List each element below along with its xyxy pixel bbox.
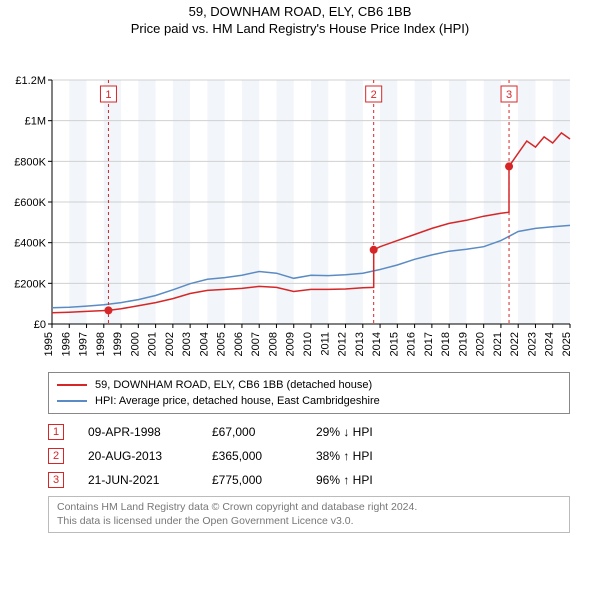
chart-title: 59, DOWNHAM ROAD, ELY, CB6 1BB	[0, 4, 600, 19]
svg-text:2000: 2000	[129, 332, 141, 356]
table-row: 3 21-JUN-2021 £775,000 96% ↑ HPI	[48, 468, 570, 492]
svg-text:2016: 2016	[406, 332, 418, 356]
svg-text:2012: 2012	[337, 332, 349, 356]
svg-text:1998: 1998	[95, 332, 107, 356]
transaction-price: £775,000	[212, 473, 292, 487]
transaction-marker-2: 2	[48, 448, 64, 464]
transaction-price: £365,000	[212, 449, 292, 463]
legend-label-price: 59, DOWNHAM ROAD, ELY, CB6 1BB (detached…	[95, 377, 372, 393]
svg-text:£0: £0	[34, 319, 46, 331]
svg-text:2006: 2006	[233, 332, 245, 356]
chart-svg: £0 £200K £400K £600K £800K £1M £1.2M 1995 1996 19…	[0, 36, 600, 366]
legend-swatch-hpi	[57, 400, 87, 402]
svg-text:2007: 2007	[250, 332, 262, 356]
transaction-marker-1: 1	[48, 424, 64, 440]
svg-text:2003: 2003	[181, 332, 193, 356]
footer-line-1: Contains HM Land Registry data © Crown c…	[57, 501, 561, 515]
svg-text:£600K: £600K	[14, 197, 46, 209]
chart-titles: 59, DOWNHAM ROAD, ELY, CB6 1BB Price pai…	[0, 0, 600, 36]
transaction-date: 20-AUG-2013	[88, 449, 188, 463]
svg-text:3: 3	[506, 89, 512, 101]
svg-text:2022: 2022	[509, 332, 521, 356]
svg-text:2002: 2002	[164, 332, 176, 356]
svg-text:£400K: £400K	[14, 238, 46, 250]
svg-text:2020: 2020	[475, 332, 487, 356]
svg-text:2008: 2008	[267, 332, 279, 356]
table-row: 1 09-APR-1998 £67,000 29% ↓ HPI	[48, 420, 570, 444]
chart-container: 59, DOWNHAM ROAD, ELY, CB6 1BB Price pai…	[0, 0, 600, 533]
transaction-diff: 96% ↑ HPI	[316, 473, 436, 487]
table-row: 2 20-AUG-2013 £365,000 38% ↑ HPI	[48, 444, 570, 468]
svg-text:1999: 1999	[112, 332, 124, 356]
svg-text:£800K: £800K	[14, 156, 46, 168]
chart-subtitle: Price paid vs. HM Land Registry's House …	[0, 21, 600, 36]
svg-text:1996: 1996	[60, 332, 72, 356]
footer-line-2: This data is licensed under the Open Gov…	[57, 515, 561, 529]
chart-plot-area: £0 £200K £400K £600K £800K £1M £1.2M 1995 1996 19…	[0, 36, 600, 366]
svg-text:2024: 2024	[544, 332, 556, 356]
svg-text:2004: 2004	[198, 332, 210, 356]
legend: 59, DOWNHAM ROAD, ELY, CB6 1BB (detached…	[48, 372, 570, 414]
legend-label-hpi: HPI: Average price, detached house, East…	[95, 393, 380, 409]
svg-text:2009: 2009	[285, 332, 297, 356]
svg-text:£1M: £1M	[25, 116, 46, 128]
svg-text:2: 2	[371, 89, 377, 101]
svg-text:1995: 1995	[43, 332, 55, 356]
svg-text:2001: 2001	[147, 332, 159, 356]
legend-swatch-price	[57, 384, 87, 386]
svg-text:2014: 2014	[371, 332, 383, 356]
transaction-date: 09-APR-1998	[88, 425, 188, 439]
svg-text:2015: 2015	[388, 332, 400, 356]
legend-row-hpi: HPI: Average price, detached house, East…	[57, 393, 561, 409]
svg-text:2013: 2013	[354, 332, 366, 356]
footer-attribution: Contains HM Land Registry data © Crown c…	[48, 496, 570, 533]
legend-row-price: 59, DOWNHAM ROAD, ELY, CB6 1BB (detached…	[57, 377, 561, 393]
svg-text:2005: 2005	[216, 332, 228, 356]
transaction-diff: 29% ↓ HPI	[316, 425, 436, 439]
svg-text:2025: 2025	[561, 332, 573, 356]
svg-text:1: 1	[105, 89, 111, 101]
svg-text:2011: 2011	[319, 332, 331, 356]
svg-text:2018: 2018	[440, 332, 452, 356]
svg-text:1997: 1997	[78, 332, 90, 356]
transaction-date: 21-JUN-2021	[88, 473, 188, 487]
transaction-diff: 38% ↑ HPI	[316, 449, 436, 463]
transaction-marker-3: 3	[48, 472, 64, 488]
svg-text:£200K: £200K	[14, 278, 46, 290]
svg-text:2010: 2010	[302, 332, 314, 356]
svg-text:2021: 2021	[492, 332, 504, 356]
svg-text:£1.2M: £1.2M	[15, 75, 46, 87]
transactions-table: 1 09-APR-1998 £67,000 29% ↓ HPI 2 20-AUG…	[48, 420, 570, 492]
svg-text:2017: 2017	[423, 332, 435, 356]
transaction-price: £67,000	[212, 425, 292, 439]
svg-text:2023: 2023	[526, 332, 538, 356]
svg-text:2019: 2019	[457, 332, 469, 356]
